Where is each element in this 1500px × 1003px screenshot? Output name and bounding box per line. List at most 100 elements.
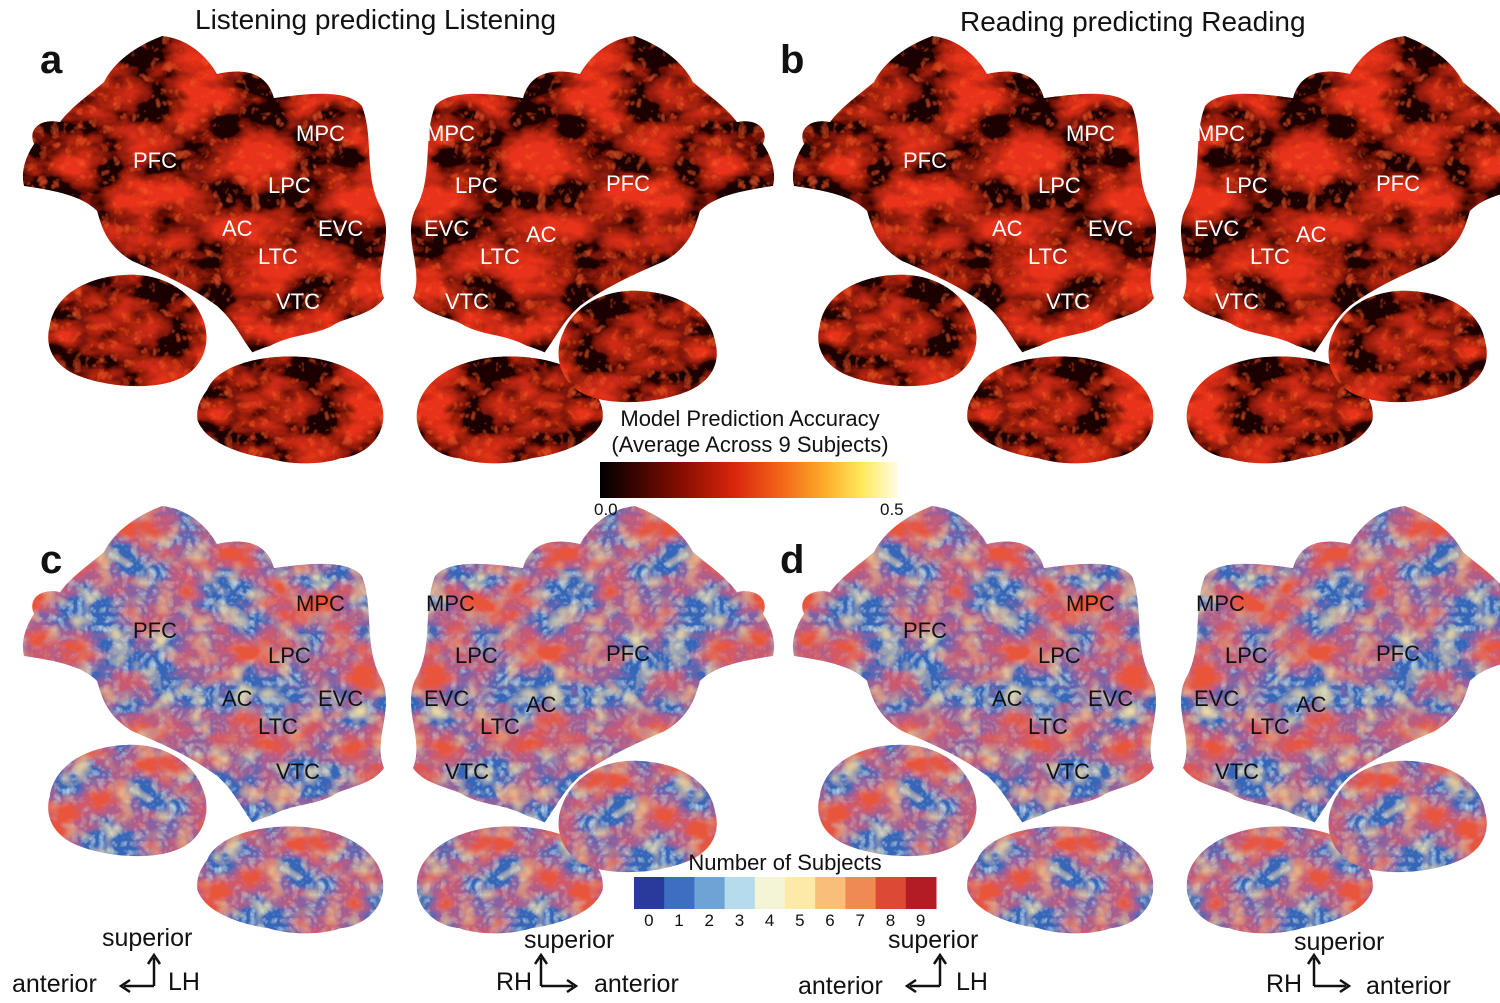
roi-label-left-vtc: VTC xyxy=(1046,759,1090,784)
orient-d-superior: superior xyxy=(888,926,979,954)
subjects-colorbar-tick-8: 8 xyxy=(885,911,896,930)
roi-label-right-vtc: VTC xyxy=(1215,759,1259,784)
roi-label-right-ac: AC xyxy=(1296,692,1327,717)
roi-label-right-lpc: LPC xyxy=(455,643,498,668)
roi-label-right-ac: AC xyxy=(526,692,557,717)
subjects-colorbar-cell-2 xyxy=(694,877,726,909)
panel-a-letter: a xyxy=(40,38,63,82)
left-lateral-surface xyxy=(967,356,1154,464)
orient-c2-superior: superior xyxy=(524,926,615,954)
roi-label-right-pfc: PFC xyxy=(606,171,650,196)
subjects-colorbar-cell-0 xyxy=(634,877,665,909)
roi-label-left-mpc: MPC xyxy=(296,121,345,146)
roi-label-left-lpc: LPC xyxy=(1038,173,1081,198)
roi-label-right-mpc: MPC xyxy=(1196,121,1245,146)
subjects-colorbar-cell-4 xyxy=(754,877,786,909)
panel-b-letter: b xyxy=(780,38,805,82)
accuracy-colorbar-gradient xyxy=(600,462,898,498)
roi-label-right-vtc: VTC xyxy=(445,289,489,314)
roi-label-right-ltc: LTC xyxy=(1250,244,1290,269)
orient-d2-superior: superior xyxy=(1294,928,1385,956)
accuracy-colorbar-min-label: 0.0 xyxy=(594,500,618,519)
accuracy-colorbar xyxy=(600,462,898,498)
subjects-colorbar-tick-1: 1 xyxy=(674,911,684,930)
orient-c-left-head xyxy=(118,978,131,994)
subjects-colorbar xyxy=(634,877,937,909)
roi-label-right-pfc: PFC xyxy=(1376,641,1420,666)
right-medial-surface xyxy=(558,290,717,403)
panel-b-title: Reading predicting Reading xyxy=(960,6,1306,37)
roi-label-right-ac: AC xyxy=(526,222,557,247)
roi-label-right-ltc: LTC xyxy=(1250,714,1290,739)
roi-label-right-lpc: LPC xyxy=(455,173,498,198)
roi-label-right-evc: EVC xyxy=(424,216,469,241)
subjects-colorbar-title: Number of Subjects xyxy=(688,850,882,875)
roi-label-left-ltc: LTC xyxy=(258,244,298,269)
orient-d2-anterior: anterior xyxy=(1366,972,1451,1000)
roi-label-left-pfc: PFC xyxy=(903,618,947,643)
orient-c-lh: LH xyxy=(168,968,200,996)
orient-c2-anterior: anterior xyxy=(594,970,679,998)
accuracy-colorbar-title-line2: (Average Across 9 Subjects) xyxy=(611,432,889,457)
roi-label-right-evc: EVC xyxy=(1194,216,1239,241)
roi-label-left-evc: EVC xyxy=(1088,216,1133,241)
roi-label-left-vtc: VTC xyxy=(276,759,320,784)
orient-d-up-head xyxy=(932,952,948,965)
subjects-colorbar-tick-0: 0 xyxy=(644,911,654,930)
left-medial-surface xyxy=(818,274,977,387)
roi-label-left-ltc: LTC xyxy=(1028,714,1068,739)
orient-d2-right-head xyxy=(1339,978,1352,994)
right-medial-surface xyxy=(1328,760,1487,873)
roi-label-left-ac: AC xyxy=(222,686,253,711)
orient-d2-up-head xyxy=(1306,952,1322,965)
roi-label-left-evc: EVC xyxy=(318,216,363,241)
panel-a-title: Listening predicting Listening xyxy=(195,4,557,35)
roi-label-right-mpc: MPC xyxy=(426,591,475,616)
subjects-colorbar-cell-5 xyxy=(785,877,816,909)
orient-c-up-head xyxy=(146,952,162,965)
subjects-colorbar-cell-1 xyxy=(664,877,695,909)
roi-label-right-vtc: VTC xyxy=(445,759,489,784)
panel-c-letter: c xyxy=(40,538,63,582)
left-lateral-surface xyxy=(967,826,1154,934)
orient-d-anterior: anterior xyxy=(798,972,883,1000)
subjects-colorbar-tick-4: 4 xyxy=(764,911,775,930)
left-lateral-surface xyxy=(197,826,384,934)
roi-label-left-pfc: PFC xyxy=(903,148,947,173)
roi-label-left-evc: EVC xyxy=(318,686,363,711)
roi-label-right-ac: AC xyxy=(1296,222,1327,247)
accuracy-colorbar-title-line1: Model Prediction Accuracy xyxy=(620,406,880,431)
roi-label-left-lpc: LPC xyxy=(268,173,311,198)
roi-label-right-pfc: PFC xyxy=(1376,171,1420,196)
roi-label-left-vtc: VTC xyxy=(1046,289,1090,314)
left-medial-surface xyxy=(818,744,977,857)
roi-label-right-evc: EVC xyxy=(424,686,469,711)
roi-label-left-vtc: VTC xyxy=(276,289,320,314)
roi-label-right-ltc: LTC xyxy=(480,714,520,739)
subjects-colorbar-cell-3 xyxy=(724,877,756,909)
orient-c-superior: superior xyxy=(102,924,193,952)
roi-label-left-mpc: MPC xyxy=(1066,121,1115,146)
roi-label-right-lpc: LPC xyxy=(1225,643,1268,668)
left-lateral-surface xyxy=(197,356,384,464)
orientation-arrows xyxy=(118,952,1352,994)
roi-label-left-ltc: LTC xyxy=(258,714,298,739)
roi-label-left-mpc: MPC xyxy=(1066,591,1115,616)
roi-label-left-evc: EVC xyxy=(1088,686,1133,711)
orient-c2-right-head xyxy=(566,978,579,994)
roi-label-left-ac: AC xyxy=(992,686,1023,711)
subjects-colorbar-cell-8 xyxy=(875,877,907,909)
roi-label-left-lpc: LPC xyxy=(1038,643,1081,668)
subjects-colorbar-cell-6 xyxy=(815,877,846,909)
roi-label-right-mpc: MPC xyxy=(1196,591,1245,616)
roi-label-right-evc: EVC xyxy=(1194,686,1239,711)
roi-label-left-lpc: LPC xyxy=(268,643,311,668)
roi-label-right-lpc: LPC xyxy=(1225,173,1268,198)
subjects-colorbar-tick-6: 6 xyxy=(825,911,835,930)
orient-d2-rh: RH xyxy=(1266,970,1303,998)
roi-label-left-ac: AC xyxy=(222,216,253,241)
